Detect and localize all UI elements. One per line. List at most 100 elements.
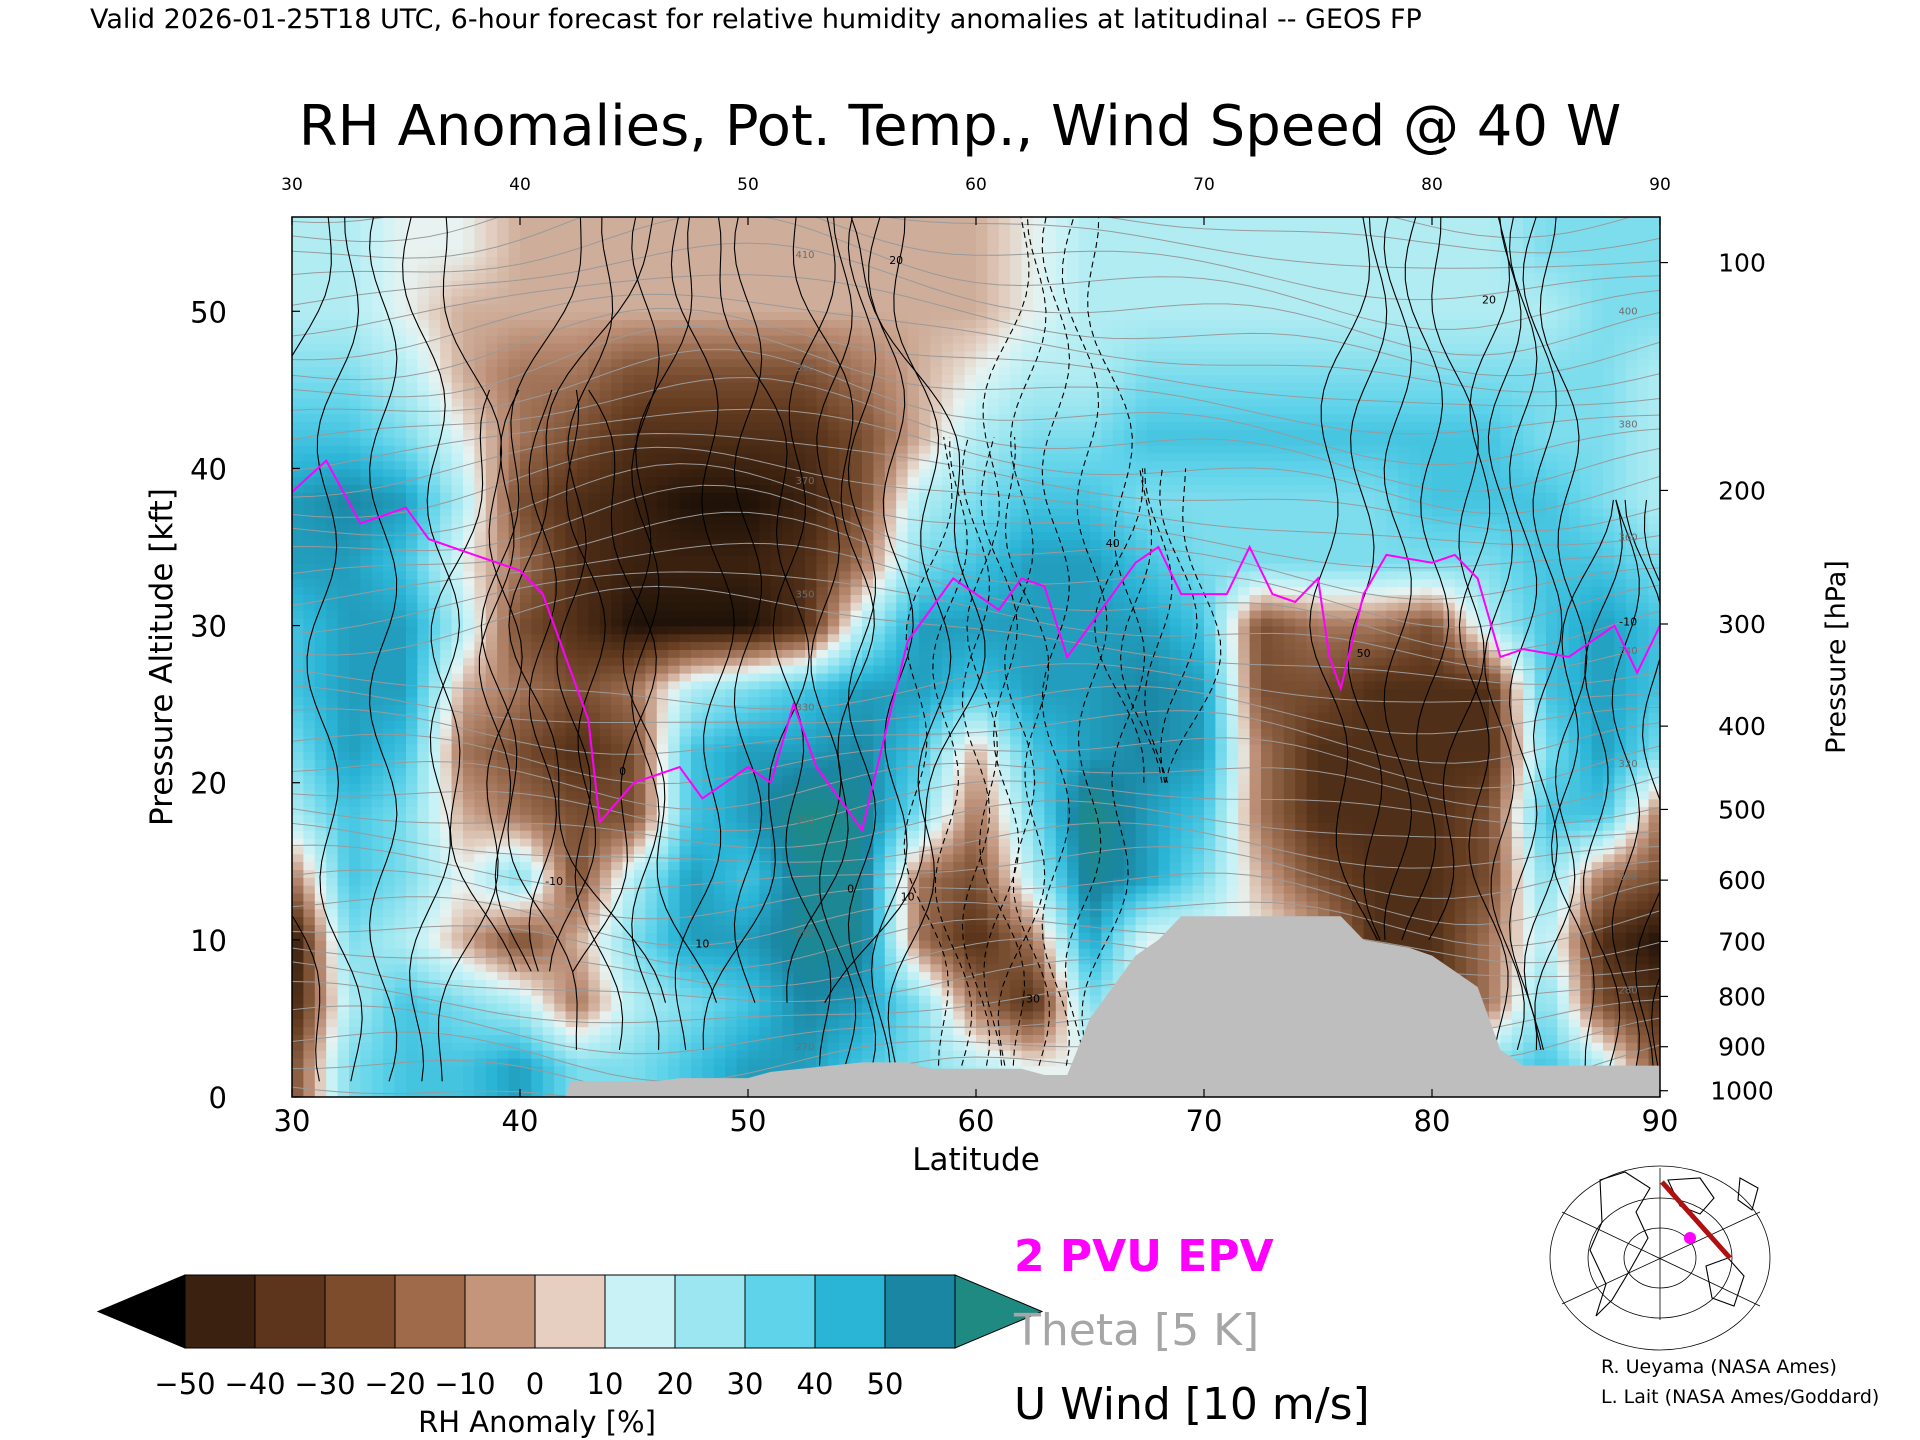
rh-cell — [349, 374, 362, 383]
rh-cell — [417, 877, 430, 886]
rh-cell — [303, 1034, 316, 1043]
rh-cell — [485, 774, 498, 784]
rh-cell — [371, 476, 384, 485]
rh-cell — [770, 413, 783, 423]
rh-cell — [565, 994, 578, 1004]
rh-cell — [679, 586, 692, 595]
rh-cell — [406, 342, 419, 352]
rh-cell — [679, 743, 692, 753]
rh-cell — [314, 767, 327, 776]
rh-cell — [611, 814, 624, 823]
rh-cell — [782, 932, 795, 941]
rh-cell — [417, 1026, 430, 1035]
rh-cell — [383, 845, 396, 855]
rh-cell — [326, 523, 339, 533]
rh-cell — [577, 586, 590, 595]
rh-cell — [394, 248, 407, 258]
rh-cell — [440, 822, 453, 831]
rh-cell — [782, 342, 795, 352]
rh-cell — [406, 570, 419, 580]
rh-cell — [349, 751, 362, 760]
rh-cell — [451, 389, 464, 399]
rh-cell — [508, 1081, 521, 1090]
rh-cell — [554, 664, 567, 674]
rh-cell — [463, 743, 476, 753]
rh-cell — [702, 814, 715, 823]
rh-cell — [349, 617, 362, 627]
rh-cell — [634, 633, 647, 643]
rh-cell — [759, 735, 772, 745]
rh-cell — [793, 625, 806, 635]
rh-cell — [668, 727, 681, 737]
rh-cell — [782, 374, 795, 383]
rh-cell — [360, 256, 373, 265]
rh-cell — [736, 688, 749, 698]
rh-cell — [428, 460, 441, 470]
rh-cell — [337, 295, 350, 305]
rh-cell — [565, 782, 578, 792]
rh-cell — [440, 452, 453, 462]
rh-cell — [508, 224, 521, 234]
rh-cell — [417, 837, 430, 847]
rh-cell — [691, 1073, 704, 1083]
rh-cell — [520, 272, 533, 281]
rh-cell — [782, 1057, 795, 1067]
rh-cell — [793, 743, 806, 753]
rh-cell — [759, 358, 772, 368]
rh-cell — [371, 224, 384, 234]
rh-cell — [371, 342, 384, 352]
rh-cell — [622, 311, 635, 320]
rh-cell — [679, 248, 692, 258]
rh-cell — [326, 319, 339, 328]
rh-cell — [759, 523, 772, 533]
rh-cell — [360, 712, 373, 721]
rh-cell — [679, 437, 692, 446]
rh-cell — [474, 696, 487, 705]
rh-cell — [691, 248, 704, 258]
rh-cell — [554, 342, 567, 352]
rh-cell — [383, 955, 396, 965]
rh-cell — [679, 987, 692, 996]
rh-cell — [668, 861, 681, 870]
rh-cell — [383, 877, 396, 886]
rh-cell — [531, 672, 544, 682]
rh-cell — [337, 649, 350, 658]
rh-cell — [292, 1073, 305, 1083]
rh-cell — [782, 987, 795, 996]
rh-cell — [622, 1065, 635, 1075]
rh-cell — [691, 358, 704, 368]
rh-cell — [770, 774, 783, 784]
rh-cell — [292, 397, 305, 407]
rh-cell — [314, 499, 327, 509]
rh-cell — [292, 602, 305, 611]
rh-cell — [725, 743, 738, 753]
rh-cell — [725, 562, 738, 572]
rh-cell — [725, 688, 738, 698]
rh-cell — [497, 366, 510, 375]
rh-cell — [713, 539, 726, 548]
rh-cell — [394, 295, 407, 305]
rh-cell — [314, 719, 327, 729]
rh-cell — [736, 1042, 749, 1051]
rh-cell — [531, 476, 544, 485]
rh-cell — [565, 248, 578, 258]
rh-cell — [463, 869, 476, 878]
rh-cell — [668, 334, 681, 344]
rh-cell — [326, 829, 339, 839]
rh-cell — [303, 625, 316, 635]
rh-cell — [406, 751, 419, 760]
rh-cell — [679, 547, 692, 556]
rh-cell — [349, 994, 362, 1004]
rh-cell — [371, 696, 384, 705]
rh-cell — [406, 374, 419, 383]
rh-cell — [748, 617, 761, 627]
rh-cell — [599, 971, 612, 980]
rh-cell — [428, 248, 441, 258]
rh-cell — [406, 539, 419, 548]
rh-cell — [577, 1042, 590, 1051]
rh-cell — [326, 484, 339, 493]
rh-cell — [656, 1002, 669, 1012]
rh-cell — [383, 586, 396, 595]
rh-cell — [371, 657, 384, 666]
rh-cell — [656, 342, 669, 352]
